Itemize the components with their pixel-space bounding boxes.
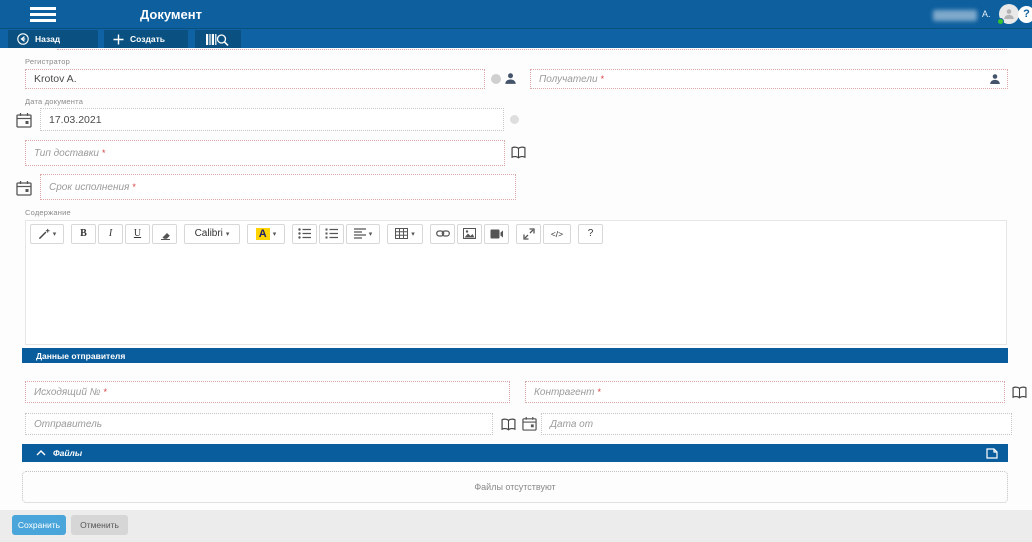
font-color-icon: A [255,227,270,240]
editor-help-button[interactable]: ? [578,223,603,244]
user-silhouette-icon [1004,9,1014,19]
registrar-label: Регистратор [25,57,71,66]
video-icon [490,229,503,238]
counterparty-placeholder: Контрагент [534,386,595,398]
app-header: Документ A. ? [0,0,1032,28]
font-select[interactable]: Calibri ▾ [184,223,240,244]
fullscreen-icon [522,227,535,240]
link-button[interactable] [430,223,455,244]
outgoing-number-input[interactable]: Исходящий № * [25,381,510,403]
help-button[interactable]: ? [1018,6,1032,23]
files-empty-box: Файлы отсутствуют [22,471,1008,503]
table-icon [395,228,409,239]
counterparty-input[interactable]: Контрагент * [525,381,1005,403]
content-editor: ▾ B I U Calibri ▾ A ▾ [25,220,1007,345]
fullscreen-button[interactable] [516,223,541,244]
attach-file-icon[interactable] [986,447,998,459]
unordered-list-button[interactable] [292,223,317,244]
font-name: Calibri [194,228,223,239]
date-from-input[interactable]: Дата от [541,413,1012,435]
online-status-dot [997,18,1004,25]
registrar-input[interactable]: Krotov A. [25,69,485,89]
footer-bar [0,510,1032,542]
create-button[interactable]: Создать [104,30,188,48]
save-button[interactable]: Сохранить [12,515,66,535]
date-from-placeholder: Дата от [550,418,594,430]
list-ol-icon [325,228,338,239]
sender-section-header[interactable]: Данные отправителя [22,348,1008,363]
avatar[interactable] [999,4,1019,24]
sender-section-title: Данные отправителя [36,350,126,361]
select-user-icon[interactable] [504,72,517,85]
back-button[interactable]: Назад [8,30,98,48]
image-button[interactable] [457,223,482,244]
eraser-icon [161,232,170,240]
registrar-value: Krotov A. [34,73,77,85]
clear-date-icon[interactable] [510,115,519,124]
delivery-type-input[interactable]: Тип доставки * [25,140,505,166]
files-section-header[interactable]: Файлы [22,444,1008,462]
select-recipients-icon[interactable] [989,73,1001,85]
align-icon [353,228,366,239]
chevron-up-icon[interactable] [36,450,46,456]
link-icon [435,230,450,237]
files-empty-text: Файлы отсутствуют [474,482,556,492]
back-button-label: Назад [35,34,61,44]
recipients-input[interactable]: Получатели * [530,69,1008,89]
magic-wand-icon [38,228,50,239]
sender-book-lookup-icon[interactable] [501,418,516,431]
user-name-suffix: A. [982,9,991,19]
create-button-label: Создать [130,34,165,44]
doc-date-label: Дата документа [25,97,84,106]
plus-icon [113,34,124,44]
back-arrow-icon [17,33,29,45]
italic-button[interactable]: I [98,223,123,244]
sender-input[interactable]: Отправитель [25,413,493,435]
cropped-field-border [57,49,1007,50]
paragraph-align-button[interactable]: ▾ [346,223,380,244]
due-date-placeholder: Срок исполнения [49,181,130,193]
cancel-button[interactable]: Отменить [71,515,128,535]
page-title: Документ [140,7,202,22]
image-icon [463,228,476,239]
book-lookup-icon[interactable] [511,146,526,159]
user-name [933,10,977,21]
doc-date-value: 17.03.2021 [49,113,102,126]
color-button[interactable]: A ▾ [247,223,285,244]
files-section-title: Файлы [53,448,83,458]
barcode-search-icon [206,33,229,46]
list-ul-icon [298,228,311,239]
action-toolbar: Назад Создать [0,28,1032,48]
editor-content[interactable] [26,246,1006,344]
due-date-calendar-icon[interactable] [16,180,32,196]
bold-button[interactable]: B [71,223,96,244]
date-from-calendar-icon[interactable] [522,416,537,431]
content-label: Содержание [25,208,71,217]
recipients-placeholder: Получатели [539,73,598,85]
calendar-icon[interactable] [16,112,32,128]
eraser-button[interactable] [152,223,177,244]
video-button[interactable] [484,223,509,244]
clear-registrar-icon[interactable] [491,74,501,84]
delivery-type-placeholder: Тип доставки [34,147,99,159]
outgoing-number-placeholder: Исходящий № [34,386,101,398]
sender-placeholder: Отправитель [34,418,102,430]
doc-date-input[interactable]: 17.03.2021 [40,108,504,131]
due-date-input[interactable]: Срок исполнения * [40,174,516,200]
editor-toolbar: ▾ B I U Calibri ▾ A ▾ [26,221,1006,246]
barcode-search-button[interactable] [195,30,241,48]
codeview-button[interactable]: </> [543,223,571,244]
counterparty-book-lookup-icon[interactable] [1012,386,1027,399]
underline-button[interactable]: U [125,223,150,244]
table-button[interactable]: ▾ [387,223,423,244]
ordered-list-button[interactable] [319,223,344,244]
style-button[interactable]: ▾ [30,223,64,244]
hamburger-menu-icon[interactable] [30,7,56,22]
